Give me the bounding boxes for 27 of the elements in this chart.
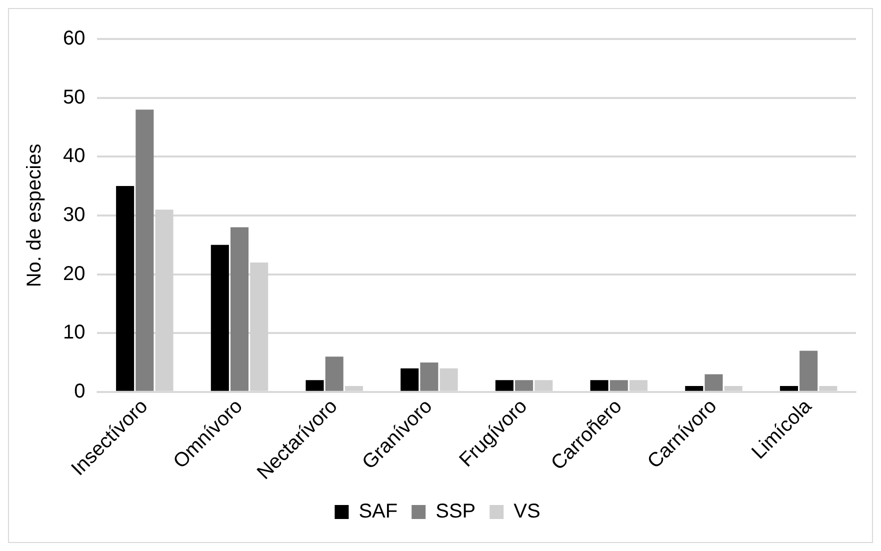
legend-label: SAF	[358, 500, 398, 523]
legend-label: SSP	[436, 500, 476, 523]
y-tick-label: 60	[62, 28, 86, 50]
bar	[780, 386, 798, 391]
bar	[420, 362, 438, 391]
bar	[230, 227, 249, 391]
bar	[400, 368, 419, 391]
y-axis-title: No. de especies	[24, 144, 46, 288]
legend-label: VS	[514, 500, 540, 523]
bar	[306, 380, 324, 391]
bar	[590, 380, 608, 391]
y-tick-label: 0	[74, 380, 86, 402]
y-tick-label: 50	[62, 86, 86, 108]
bar	[685, 386, 704, 391]
bar	[210, 244, 229, 391]
bar	[495, 380, 514, 391]
y-tick-label: 40	[62, 145, 86, 168]
bar	[116, 186, 134, 391]
bar	[515, 380, 534, 391]
bar	[136, 110, 154, 391]
bar	[610, 380, 628, 391]
y-tick-label: 20	[62, 262, 86, 285]
bar	[800, 350, 818, 391]
bar	[325, 356, 344, 391]
y-tick-label: 10	[62, 322, 86, 344]
bar	[704, 374, 723, 391]
y-tick-label: 30	[62, 204, 86, 226]
